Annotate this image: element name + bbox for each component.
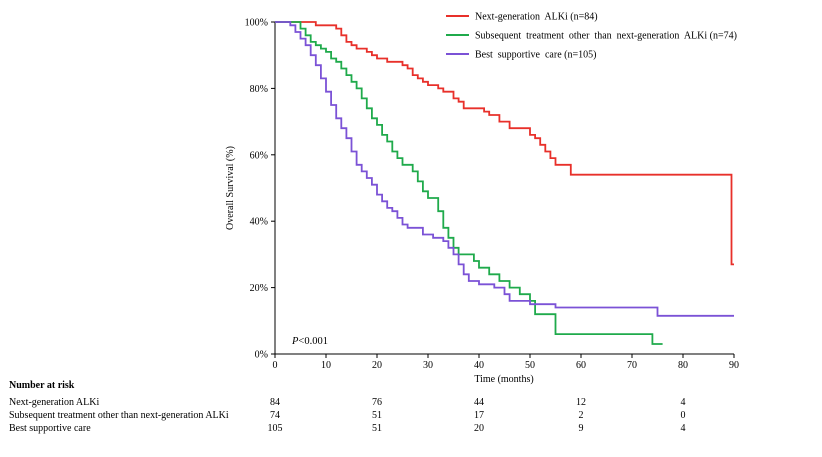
risk-table-title: Number at risk <box>9 380 75 391</box>
risk-value-next-gen: 76 <box>372 397 382 408</box>
series-line-subsequent <box>275 21 663 345</box>
y-tick-label: 80% <box>250 84 268 95</box>
risk-value-subsequent: 17 <box>474 410 484 421</box>
legend: Next-generation ALKi (n=84) Subsequent tr… <box>446 12 737 61</box>
risk-row-label-subsequent: Subsequent treatment other than next-gen… <box>9 410 229 421</box>
legend-entry-next-gen: Next-generation ALKi (n=84) <box>475 12 598 23</box>
x-tick-label: 50 <box>525 360 535 371</box>
x-tick-label: 30 <box>423 360 433 371</box>
risk-value-next-gen: 4 <box>680 397 686 408</box>
series-line-bsc <box>275 21 734 317</box>
risk-value-subsequent: 2 <box>578 410 584 421</box>
legend-entry-subsequent: Subsequent treatment other than next-gen… <box>475 31 737 42</box>
x-tick-label: 0 <box>273 360 278 371</box>
risk-value-subsequent: 0 <box>680 410 686 421</box>
risk-value-next-gen: 12 <box>576 397 586 408</box>
y-tick-label: 60% <box>250 150 268 161</box>
y-tick-label: 100% <box>245 18 268 29</box>
risk-value-next-gen: 84 <box>270 397 280 408</box>
x-tick-label: 20 <box>372 360 382 371</box>
risk-value-bsc: 51 <box>372 423 382 434</box>
x-axis-label: Time (months) <box>474 374 533 385</box>
risk-value-bsc: 4 <box>680 423 686 434</box>
risk-value-bsc: 9 <box>578 423 584 434</box>
y-tick-label: 40% <box>250 217 268 228</box>
x-tick-label: 80 <box>678 360 688 371</box>
y-tick-label: 20% <box>250 283 268 294</box>
x-tick-label: 90 <box>729 360 739 371</box>
p-value-annotation: P<0.001 <box>291 336 328 347</box>
risk-value-next-gen: 44 <box>474 397 484 408</box>
x-axis-ticks: 0 10 20 30 40 50 60 70 80 90 <box>273 354 739 371</box>
p-value-symbol: P <box>291 336 299 347</box>
series-lines <box>275 21 734 345</box>
y-tick-label: 0% <box>255 350 268 361</box>
x-tick-label: 70 <box>627 360 637 371</box>
risk-value-bsc: 20 <box>474 423 484 434</box>
series-line-next-gen <box>275 21 734 266</box>
y-axis-ticks: 0% 20% 40% 60% 80% 100% <box>245 18 275 361</box>
risk-value-bsc: 105 <box>267 423 283 434</box>
risk-row-label-next-gen: Next-generation ALKi <box>9 397 100 408</box>
legend-entry-bsc: Best supportive care (n=105) <box>475 50 596 61</box>
risk-row-label-bsc: Best supportive care <box>9 423 91 434</box>
x-tick-label: 10 <box>321 360 331 371</box>
risk-value-subsequent: 74 <box>270 410 280 421</box>
axes <box>274 22 734 355</box>
y-axis-label: Overall Survival (%) <box>225 146 236 230</box>
p-value-text: <0.001 <box>298 336 328 347</box>
x-tick-label: 40 <box>474 360 484 371</box>
x-tick-label: 60 <box>576 360 586 371</box>
risk-value-subsequent: 51 <box>372 410 382 421</box>
